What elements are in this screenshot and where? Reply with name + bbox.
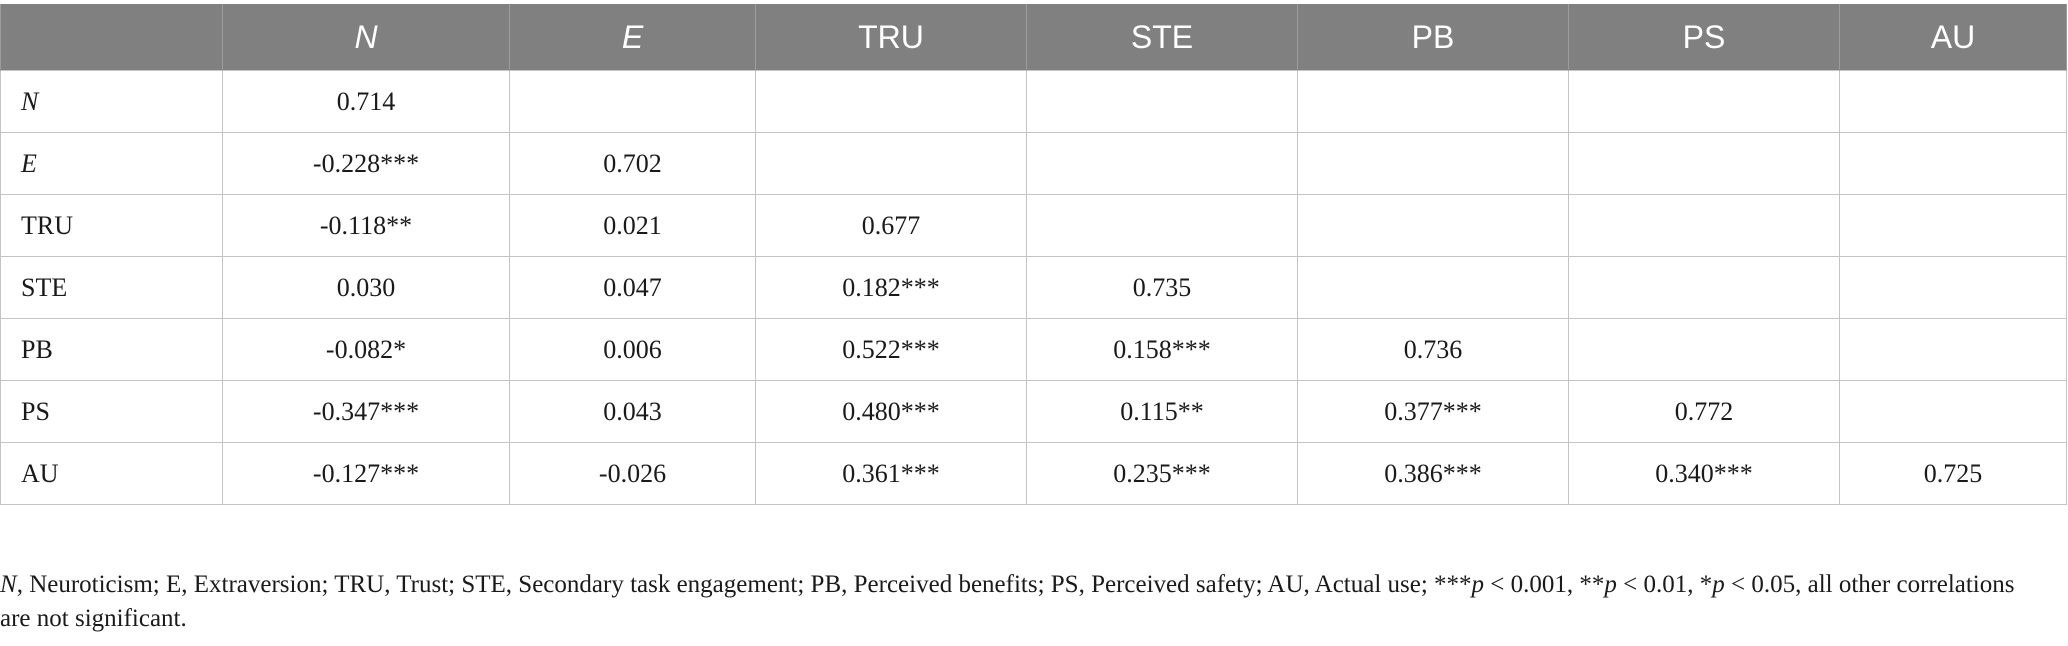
table-cell: 0.361*** — [755, 442, 1027, 505]
table-cell — [1026, 132, 1298, 195]
column-header-pb: PB — [1297, 4, 1569, 71]
table-cell: 0.030 — [222, 256, 510, 319]
table-cell: 0.480*** — [755, 380, 1027, 443]
table-cell: -0.347*** — [222, 380, 510, 443]
footnote-text-part1: , Neuroticism; E, Extraversion; TRU, Tru… — [16, 571, 1472, 598]
table-cell — [1839, 70, 2067, 133]
table-cell — [755, 70, 1027, 133]
table-cell: 0.377*** — [1297, 380, 1569, 443]
row-label-au: AU — [0, 442, 223, 505]
table-cell — [1568, 132, 1840, 195]
table-cell: 0.115** — [1026, 380, 1298, 443]
correlation-table: N E TRU STE PB PS AU N 0.714 E — [0, 4, 2067, 505]
table-cell: 0.725 — [1839, 442, 2067, 505]
column-header-tru: TRU — [755, 4, 1027, 71]
table-cell: 0.235*** — [1026, 442, 1298, 505]
table-cell — [1026, 194, 1298, 257]
table-cell: -0.118** — [222, 194, 510, 257]
table-row: E -0.228*** 0.702 — [0, 132, 2067, 195]
table-cell — [1297, 256, 1569, 319]
row-label-ps: PS — [0, 380, 223, 443]
column-header-e: E — [509, 4, 756, 71]
row-label-e: E — [0, 132, 223, 195]
footnote-p-symbol: p — [1604, 571, 1617, 598]
table-cell — [509, 70, 756, 133]
footnote-text-part4: < 0.05, all other correlations are not s… — [0, 571, 2015, 632]
table-cell — [1839, 194, 2067, 257]
table-cell — [1839, 132, 2067, 195]
table-cell — [1568, 194, 1840, 257]
table-cell: 0.386*** — [1297, 442, 1569, 505]
table-cell: 0.158*** — [1026, 318, 1298, 381]
footnote-text-part2: < 0.001, ** — [1484, 571, 1605, 598]
table-cell — [1839, 256, 2067, 319]
table-cell: -0.228*** — [222, 132, 510, 195]
table-cell — [1568, 318, 1840, 381]
table-cell: 0.043 — [509, 380, 756, 443]
table-cell: 0.702 — [509, 132, 756, 195]
table-row: PS -0.347*** 0.043 0.480*** 0.115** 0.37… — [0, 380, 2067, 443]
table-cell: -0.127*** — [222, 442, 510, 505]
column-header-au: AU — [1839, 4, 2067, 71]
table-cell: 0.677 — [755, 194, 1027, 257]
footnote-p-symbol: p — [1712, 571, 1725, 598]
table-cell — [1297, 132, 1569, 195]
column-header-corner — [0, 4, 223, 71]
table-row: STE 0.030 0.047 0.182*** 0.735 — [0, 256, 2067, 319]
table-cell — [1839, 380, 2067, 443]
footnote-n-symbol: N — [0, 571, 17, 598]
table-cell — [1568, 256, 1840, 319]
row-label-tru: TRU — [0, 194, 223, 257]
table-cell: -0.026 — [509, 442, 756, 505]
table-cell — [1297, 194, 1569, 257]
table-cell: 0.772 — [1568, 380, 1840, 443]
footnote-text-part3: < 0.01, * — [1616, 571, 1713, 598]
table-cell: 0.021 — [509, 194, 756, 257]
table-row: AU -0.127*** -0.026 0.361*** 0.235*** 0.… — [0, 442, 2067, 505]
table-cell — [1568, 70, 1840, 133]
table-row: PB -0.082* 0.006 0.522*** 0.158*** 0.736 — [0, 318, 2067, 381]
column-header-n: N — [222, 4, 510, 71]
table-footnote: N, Neuroticism; E, Extraversion; TRU, Tr… — [0, 568, 2040, 636]
table-cell — [1297, 70, 1569, 133]
table-cell: 0.735 — [1026, 256, 1298, 319]
footnote-p-symbol: p — [1471, 571, 1485, 598]
table-cell: 0.736 — [1297, 318, 1569, 381]
table-row: N 0.714 — [0, 70, 2067, 133]
row-label-ste: STE — [0, 256, 223, 319]
table-cell: 0.047 — [509, 256, 756, 319]
column-header-ps: PS — [1568, 4, 1840, 71]
table-cell: 0.714 — [222, 70, 510, 133]
table-cell: -0.082* — [222, 318, 510, 381]
table-cell: 0.522*** — [755, 318, 1027, 381]
row-label-pb: PB — [0, 318, 223, 381]
table-cell: 0.182*** — [755, 256, 1027, 319]
table-cell: 0.006 — [509, 318, 756, 381]
table-row: TRU -0.118** 0.021 0.677 — [0, 194, 2067, 257]
table-cell — [755, 132, 1027, 195]
table-cell — [1026, 70, 1298, 133]
row-label-n: N — [0, 70, 223, 133]
correlation-table-container: N E TRU STE PB PS AU N 0.714 E — [0, 4, 2068, 505]
table-cell: 0.340*** — [1568, 442, 1840, 505]
column-header-ste: STE — [1026, 4, 1298, 71]
table-cell — [1839, 318, 2067, 381]
header-row: N E TRU STE PB PS AU — [0, 4, 2067, 71]
